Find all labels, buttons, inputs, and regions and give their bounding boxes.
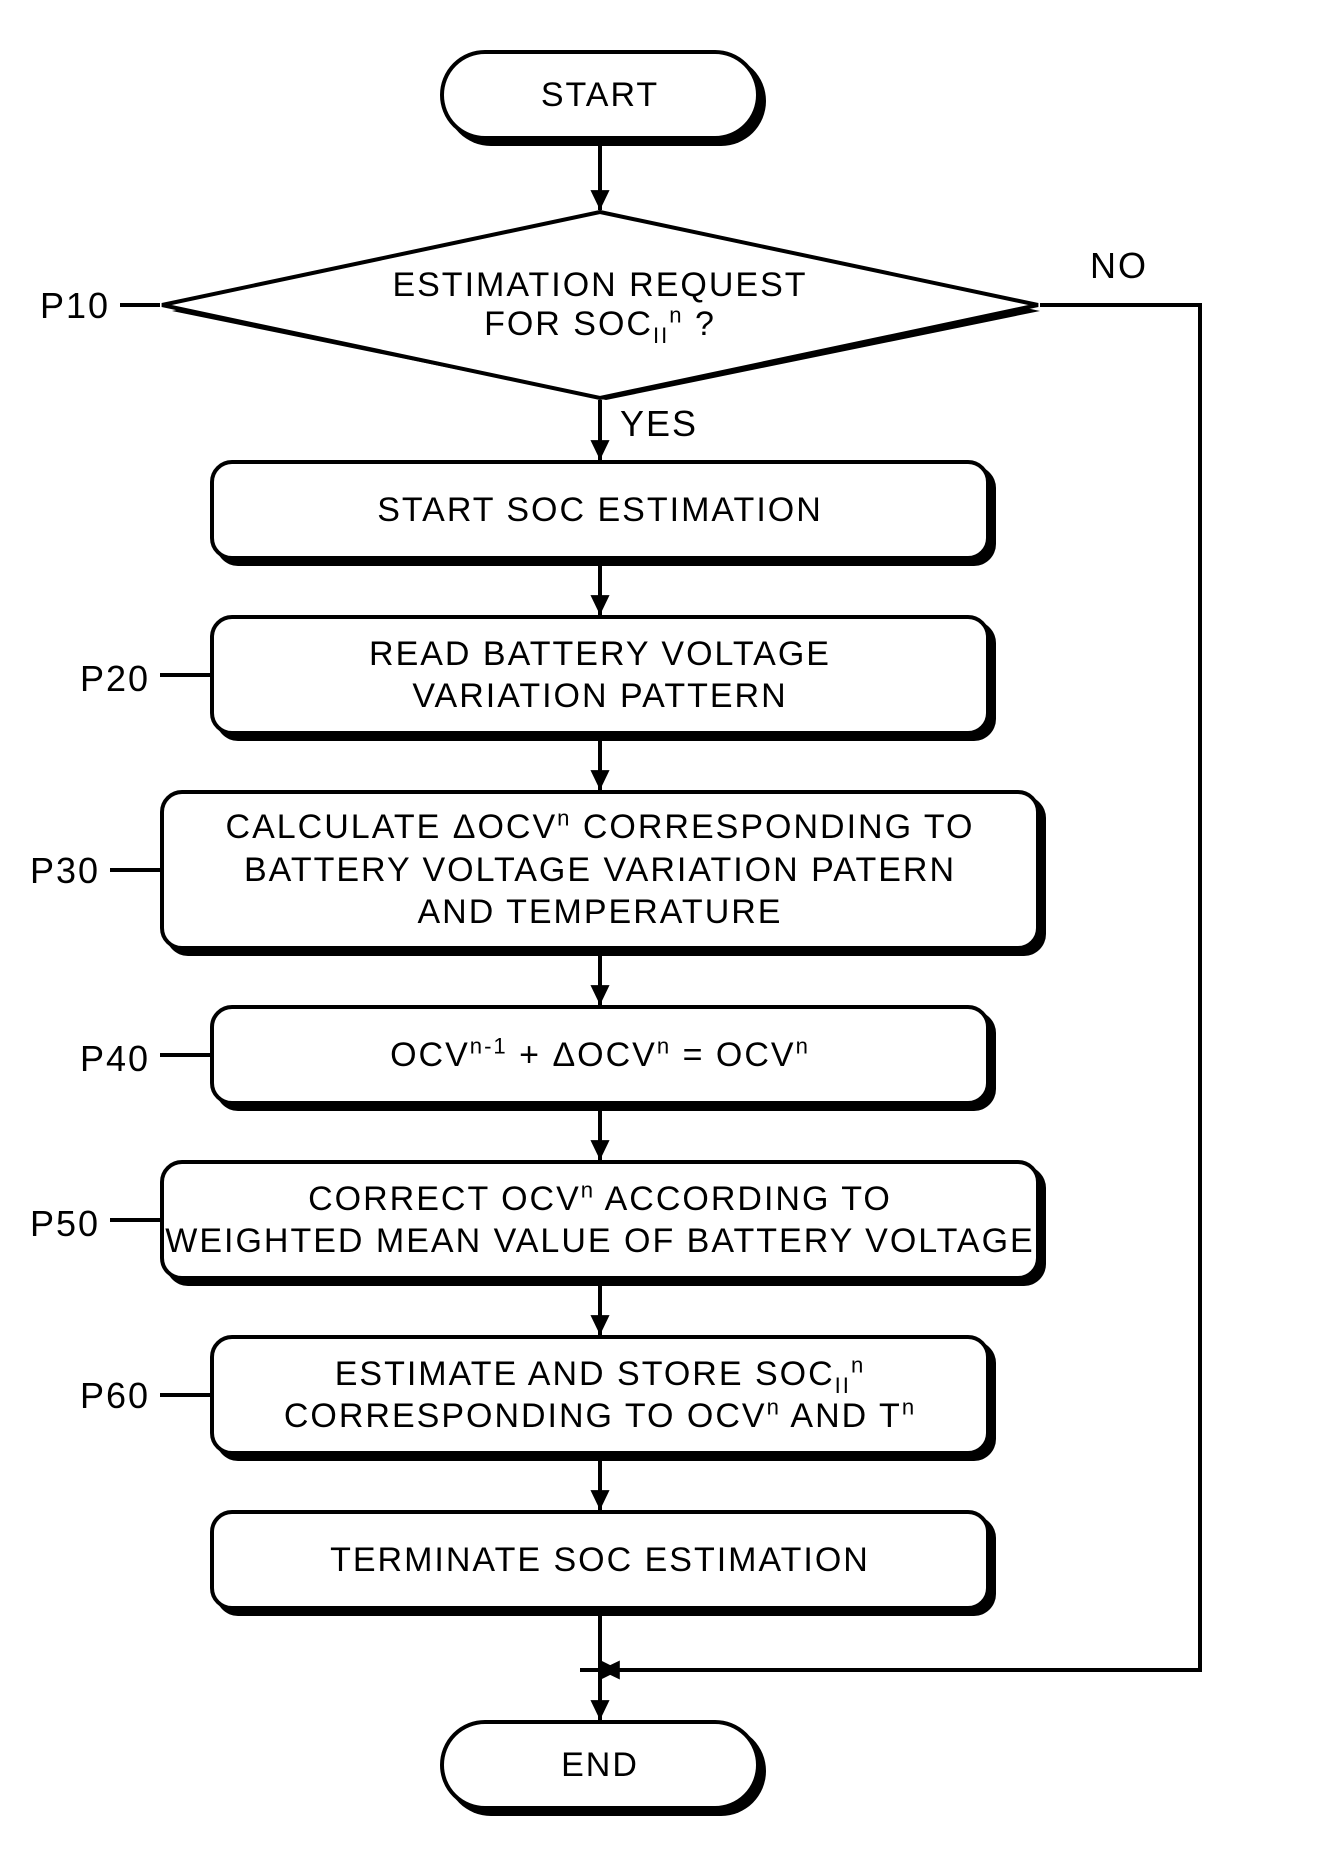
node-p50: CORRECT OCVn ACCORDING TOWEIGHTED MEAN V… — [160, 1160, 1040, 1280]
node-p50-text: CORRECT OCVn ACCORDING TOWEIGHTED MEAN V… — [165, 1178, 1034, 1263]
node-term_soc: TERMINATE SOC ESTIMATION — [210, 1510, 990, 1610]
node-p40: OCVn-1 + ΔOCVn = OCVn — [210, 1005, 990, 1105]
edge-label-no: NO — [1090, 245, 1148, 287]
node-p60: ESTIMATE AND STORE SOCIInCORRESPONDING T… — [210, 1335, 990, 1455]
node-p60-text: ESTIMATE AND STORE SOCIInCORRESPONDING T… — [284, 1353, 916, 1438]
node-p30-text: CALCULATE ΔOCVn CORRESPONDING TOBATTERY … — [226, 806, 975, 934]
node-p30: CALCULATE ΔOCVn CORRESPONDING TOBATTERY … — [160, 790, 1040, 950]
node-p10-text: ESTIMATION REQUESTFOR SOCIIn ? — [392, 266, 807, 344]
step-label-p30: P30 — [30, 850, 100, 892]
node-end-text: END — [561, 1744, 639, 1787]
step-label-p20: P20 — [80, 658, 150, 700]
node-start_soc: START SOC ESTIMATION — [210, 460, 990, 560]
node-p10: ESTIMATION REQUESTFOR SOCIIn ? — [160, 210, 1040, 400]
node-p40-text: OCVn-1 + ΔOCVn = OCVn — [390, 1034, 810, 1077]
step-label-p60: P60 — [80, 1375, 150, 1417]
node-end: END — [440, 1720, 760, 1810]
step-label-p10: P10 — [40, 285, 110, 327]
node-start_soc-text: START SOC ESTIMATION — [377, 489, 823, 532]
node-p20-text: READ BATTERY VOLTAGEVARIATION PATTERN — [369, 633, 831, 718]
node-start-text: START — [541, 74, 659, 117]
node-term_soc-text: TERMINATE SOC ESTIMATION — [330, 1539, 870, 1582]
node-p20: READ BATTERY VOLTAGEVARIATION PATTERN — [210, 615, 990, 735]
node-start: START — [440, 50, 760, 140]
step-label-p40: P40 — [80, 1038, 150, 1080]
step-label-p50: P50 — [30, 1203, 100, 1245]
edge-label-yes: YES — [620, 403, 698, 445]
